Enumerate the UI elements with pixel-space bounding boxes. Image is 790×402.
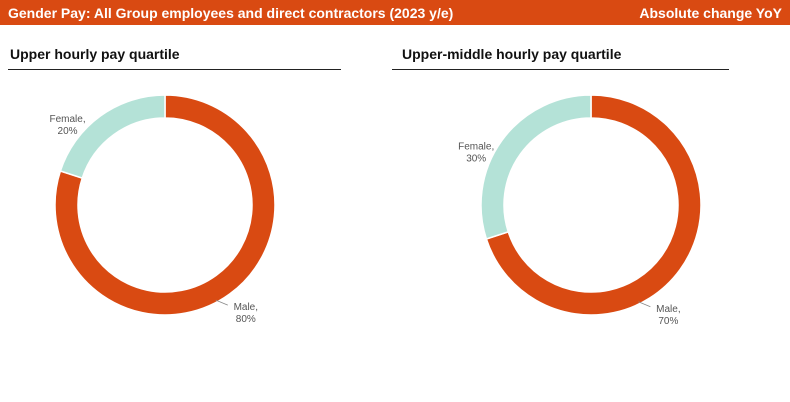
slice-value-female-1: 30% [466, 153, 486, 164]
header-right-label: Absolute change YoY [639, 4, 782, 21]
donut-slice-male-1 [485, 94, 702, 316]
slice-label-male-0: Male, [234, 302, 258, 313]
title-underline-upper [8, 69, 341, 70]
chart-title-upper-middle: Upper-middle hourly pay quartile [402, 46, 622, 62]
chart-title-upper: Upper hourly pay quartile [10, 46, 180, 62]
title-underline-upper-middle [392, 69, 729, 70]
slice-label-male-1: Male, [656, 304, 680, 315]
slice-value-female-0: 20% [58, 126, 78, 137]
header-banner: Gender Pay: All Group employees and dire… [0, 0, 790, 25]
leader-line-male-0 [215, 299, 228, 306]
donut-slice-female-1 [480, 94, 592, 240]
donut-slice-male-0 [54, 94, 276, 316]
page-title: Gender Pay: All Group employees and dire… [8, 4, 454, 21]
slice-label-female-0: Female, [49, 114, 85, 125]
slice-value-male-0: 80% [236, 314, 256, 325]
donut-slice-female-0 [59, 94, 166, 180]
slice-label-female-1: Female, [458, 141, 494, 152]
slice-value-male-1: 70% [658, 316, 678, 327]
leader-line-male-1 [638, 301, 651, 308]
